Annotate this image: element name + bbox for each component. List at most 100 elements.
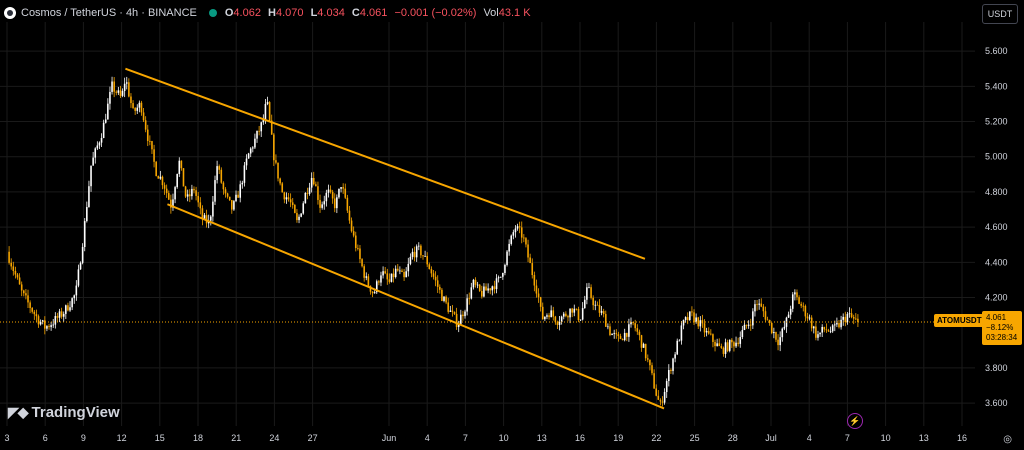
open-value: 4.062 — [233, 7, 261, 19]
candle-body — [336, 197, 338, 209]
candle-body — [791, 294, 794, 309]
candle-body — [638, 331, 641, 336]
candle-body — [699, 320, 702, 327]
candle-body — [716, 343, 718, 347]
candle-body — [115, 91, 118, 93]
candle-body — [628, 324, 630, 337]
time-tick-label: 25 — [690, 433, 700, 443]
candle-body — [779, 337, 781, 346]
candle-body — [657, 395, 660, 400]
volume-label: Vol — [483, 7, 499, 19]
candle-body — [342, 187, 344, 189]
candle-body — [718, 343, 721, 347]
candle-body — [787, 314, 790, 318]
candle-body — [781, 328, 784, 338]
candle-body — [548, 315, 550, 318]
candle-body — [405, 271, 407, 278]
time-tick-label: 21 — [231, 433, 241, 443]
candle-body — [747, 324, 750, 326]
candle-body — [819, 332, 821, 335]
candle-body — [209, 216, 212, 221]
candle-body — [231, 200, 233, 210]
candle-body — [165, 188, 168, 194]
candle-body — [260, 122, 263, 132]
candle-body — [703, 323, 706, 333]
candle-body — [163, 185, 166, 189]
candle-body — [586, 287, 588, 300]
tradingview-brand[interactable]: ◤◆ TradingView — [8, 404, 120, 421]
candle-body — [220, 169, 223, 183]
candle-body — [203, 215, 206, 220]
candle-body — [327, 189, 330, 193]
candle-body — [674, 354, 676, 359]
candle-body — [224, 189, 227, 194]
candle-body — [367, 276, 370, 286]
candle-body — [67, 305, 69, 311]
currency-button[interactable]: USDT — [982, 4, 1018, 24]
candle-body — [489, 288, 492, 291]
candle-body — [451, 310, 454, 312]
chart-header: Cosmos / TetherUS · 4h · BINANCE O4.062 … — [4, 4, 535, 22]
candle-body — [695, 317, 697, 323]
candle-body — [844, 316, 847, 323]
candle-body — [611, 333, 613, 336]
candle-body — [378, 281, 380, 283]
candle-body — [754, 304, 756, 312]
candle-body — [184, 186, 187, 197]
candle-body — [823, 326, 826, 330]
time-tick-label: 9 — [81, 433, 86, 443]
candle-body — [302, 203, 305, 214]
symbol-title[interactable]: Cosmos / TetherUS · 4h · BINANCE — [21, 7, 197, 19]
candle-body — [10, 262, 13, 267]
candle-body — [178, 160, 181, 175]
candle-body — [602, 311, 605, 315]
candle-body — [201, 208, 204, 220]
candle-body — [525, 238, 527, 245]
channel-upper-line[interactable] — [125, 67, 646, 260]
candle-body — [855, 318, 857, 320]
candle-body — [514, 228, 517, 233]
candle-body — [552, 310, 555, 317]
last-price-change: −8.12% — [986, 323, 1014, 332]
candle-body — [607, 326, 609, 328]
candle-body — [102, 122, 105, 138]
time-tick-label: 4 — [807, 433, 812, 443]
candle-body — [411, 251, 414, 257]
candle-body — [836, 323, 838, 325]
candle-body — [613, 333, 615, 335]
candle-body — [71, 298, 73, 308]
candle-body — [735, 342, 737, 347]
candle-body — [632, 322, 634, 324]
candle-body — [130, 96, 132, 104]
candle-body — [653, 373, 655, 389]
time-tick-label: 27 — [308, 433, 318, 443]
close-value: 4.061 — [359, 7, 388, 19]
candle-body — [58, 311, 61, 318]
time-tick-label: 13 — [919, 433, 929, 443]
price-axis[interactable]: 5.600 5.400 5.200 5.000 4.800 4.600 4.400 4.200… — [985, 46, 1008, 408]
candle-body — [485, 286, 487, 291]
candle-body — [457, 324, 460, 327]
candle-body — [680, 325, 683, 341]
lightning-icon[interactable]: ⚡ — [847, 413, 863, 429]
candle-body — [672, 358, 674, 371]
candle-body — [506, 251, 508, 265]
price-tick-label: 3.800 — [985, 363, 1008, 373]
channel-lower-line[interactable] — [167, 203, 665, 410]
candle-body — [430, 269, 433, 274]
candle-body — [289, 199, 292, 203]
candle-body — [182, 168, 185, 187]
candle-body — [848, 313, 851, 315]
candle-body — [233, 201, 235, 210]
candle-body — [361, 259, 363, 267]
candle-body — [235, 194, 237, 202]
candle-body — [195, 190, 197, 196]
candle-body — [815, 326, 817, 338]
candle-body — [111, 81, 113, 92]
candle-body — [151, 141, 153, 150]
time-axis[interactable]: 3 6 9 12 15 18 21 24 27 Jun 4 7 10 13 16 19 22 25 28 Jul 4 7 1… — [4, 433, 967, 443]
settings-icon[interactable]: ◎ — [1003, 434, 1012, 445]
descending-channel[interactable] — [125, 67, 665, 410]
candle-body — [275, 160, 277, 163]
